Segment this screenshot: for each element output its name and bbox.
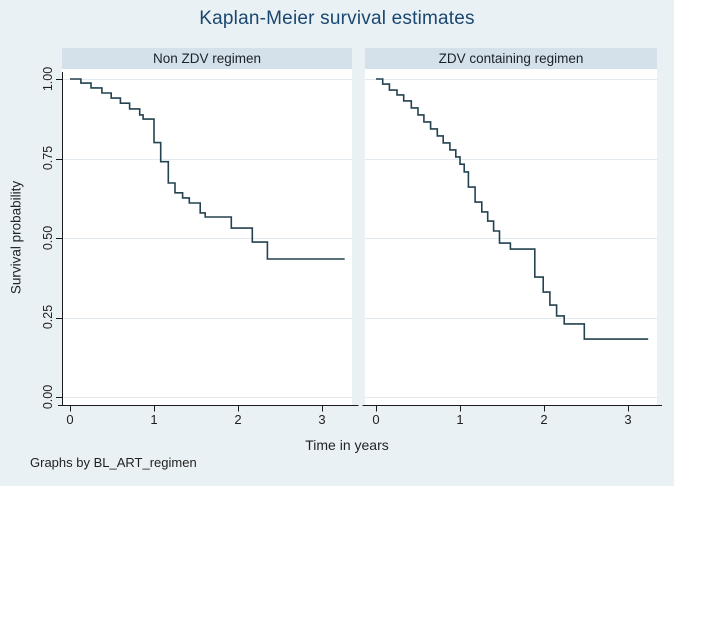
panel2-plot-area xyxy=(365,69,657,405)
panel2-x-tick-label-2: 2 xyxy=(540,412,548,427)
panel1-x-tick-label-1: 1 xyxy=(150,412,158,427)
y-tick-label-0.75: 0.75 xyxy=(41,145,55,171)
km-curve-zdv xyxy=(376,78,649,340)
panel1-x-tick-label-0: 0 xyxy=(66,412,74,427)
panel2-x-tick-label-1: 1 xyxy=(456,412,464,427)
panel1-x-tick-label-3: 3 xyxy=(318,412,326,427)
panel2-title: ZDV containing regimen xyxy=(438,51,584,66)
graph-title: Kaplan-Meier survival estimates xyxy=(199,8,475,29)
panel2-x-tick-label-0: 0 xyxy=(372,412,380,427)
panel2-header-band xyxy=(365,48,657,69)
panel1-x-tick-label-2: 2 xyxy=(234,412,242,427)
plot-canvas xyxy=(56,48,662,412)
x-axis-title: Time in years xyxy=(305,437,389,453)
y-tick-label-0.50: 0.50 xyxy=(41,225,55,251)
panel2-x-tick-label-3: 3 xyxy=(624,412,632,427)
panel1-title: Non ZDV regimen xyxy=(152,51,262,66)
y-tick-label-1.00: 1.00 xyxy=(41,66,55,92)
gridlines-and-ticks xyxy=(56,79,657,412)
y-tick-label-0.00: 0.00 xyxy=(41,384,55,410)
panel1-header-band xyxy=(62,48,352,69)
y-tick-label-0.25: 0.25 xyxy=(41,304,55,330)
graphs-by-note: Graphs by BL_ART_regimen xyxy=(30,455,197,470)
km-graph-region: Kaplan-Meier survival estimates Non ZDV … xyxy=(0,0,674,486)
km-curve-non-zdv xyxy=(70,78,345,260)
y-axis-title: Survival probability xyxy=(8,180,24,295)
panel1-plot-area xyxy=(62,69,352,405)
